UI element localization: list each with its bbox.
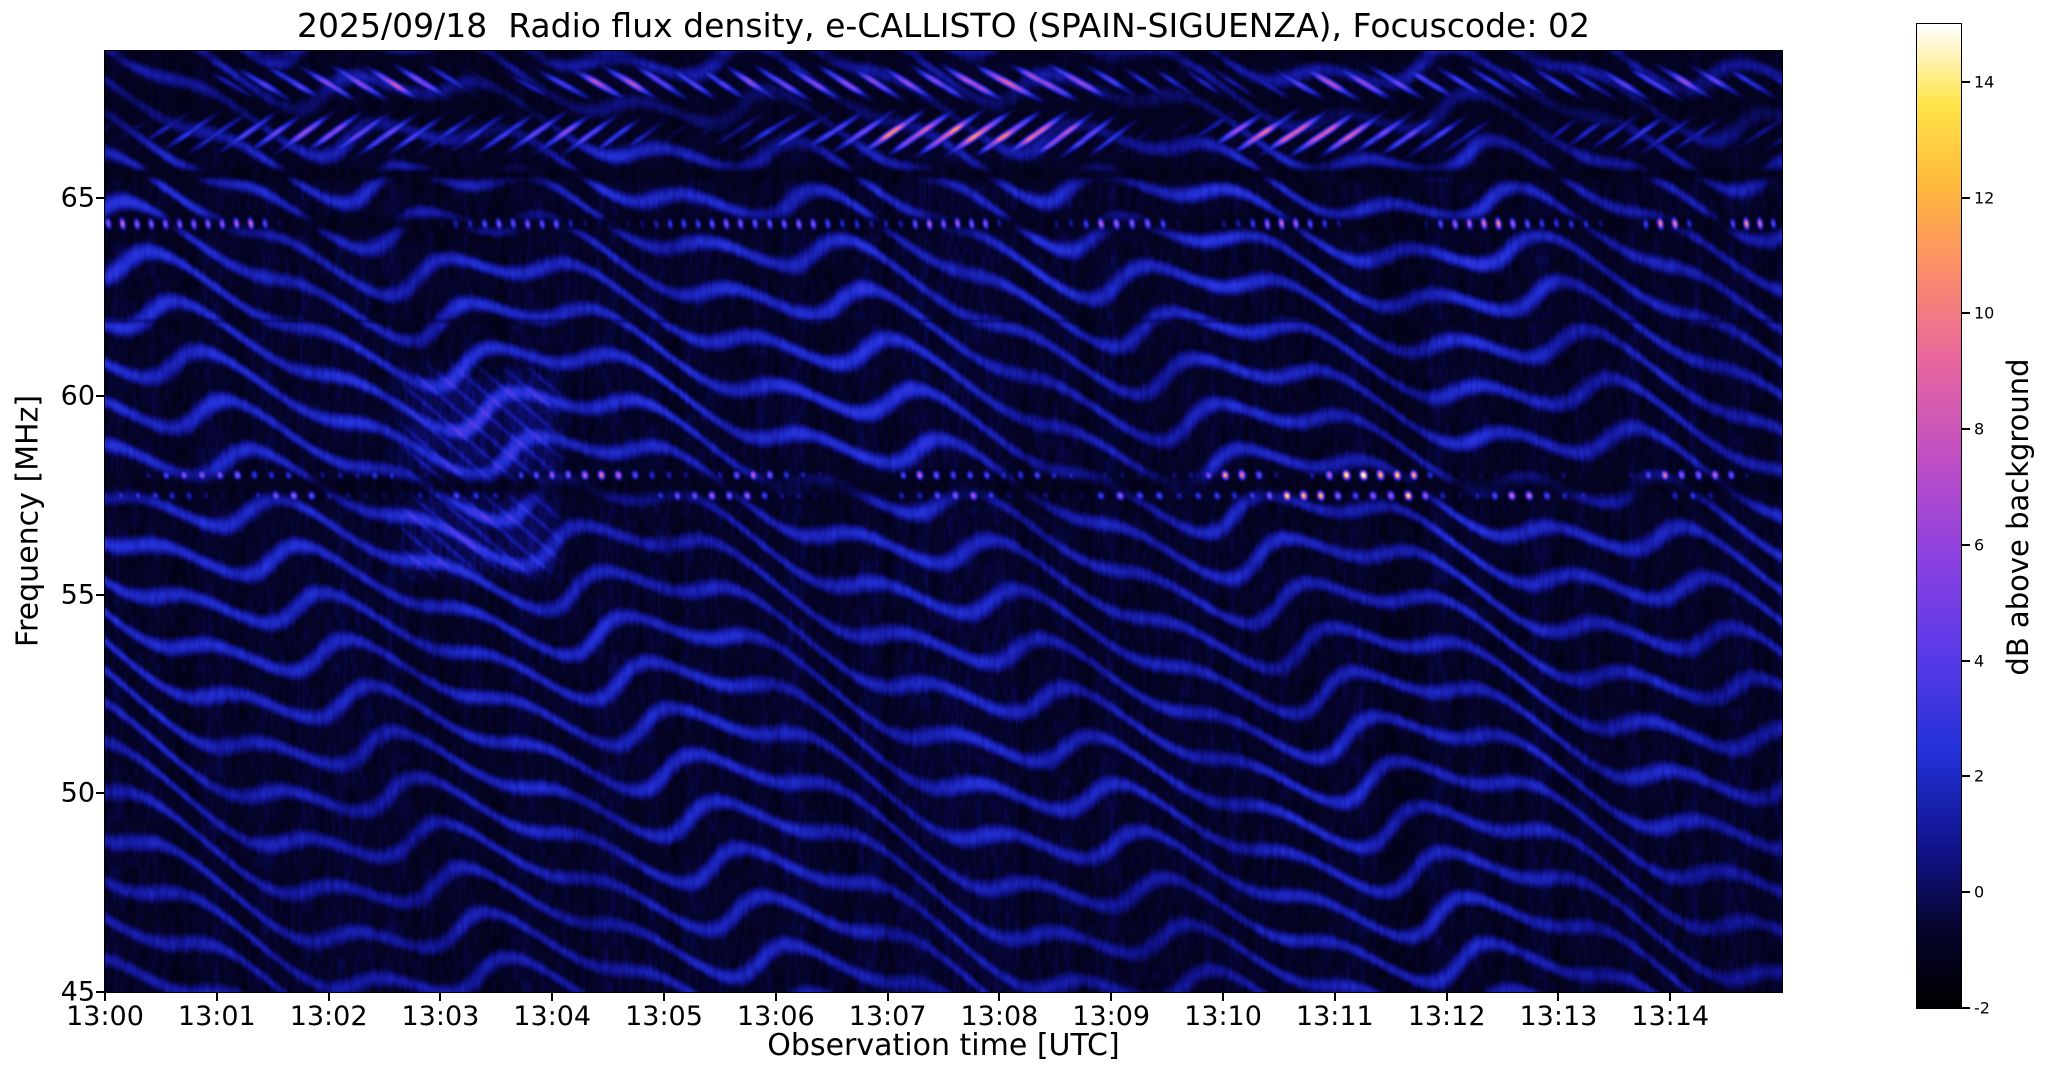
colorbar-tick-mark bbox=[1962, 891, 1970, 894]
x-tick-mark bbox=[439, 992, 442, 1001]
x-tick-label: 13:05 bbox=[625, 1001, 703, 1032]
y-tick-label: 55 bbox=[60, 579, 95, 611]
colorbar-tick-mark bbox=[1962, 80, 1970, 83]
x-tick-mark bbox=[104, 992, 106, 1001]
x-tick-mark bbox=[663, 992, 665, 1001]
x-tick-mark bbox=[327, 992, 330, 1001]
x-tick-mark bbox=[1557, 992, 1560, 1001]
colorbar-tick-mark bbox=[1962, 1007, 1970, 1009]
y-tick-mark bbox=[96, 196, 105, 199]
x-tick-mark bbox=[1669, 992, 1672, 1001]
colorbar-tick-label: -2 bbox=[1974, 998, 1990, 1018]
x-tick-label: 13:03 bbox=[401, 1001, 480, 1032]
x-tick-label: 13:02 bbox=[289, 1001, 368, 1032]
x-tick-label: 13:12 bbox=[1407, 1001, 1486, 1032]
colorbar-tick-label: 10 bbox=[1974, 303, 1995, 323]
y-tick-label: 45 bbox=[60, 976, 95, 1008]
colorbar-tick-mark bbox=[1962, 428, 1970, 431]
colorbar bbox=[1916, 23, 1962, 1009]
x-tick-label: 13:13 bbox=[1519, 1001, 1598, 1032]
colorbar-tick-label: 8 bbox=[1974, 419, 1985, 439]
x-tick-mark bbox=[1222, 992, 1224, 1001]
x-tick-mark bbox=[1333, 992, 1336, 1001]
x-tick-mark bbox=[1110, 992, 1113, 1001]
colorbar-tick-label: 2 bbox=[1974, 766, 1985, 786]
colorbar-gradient bbox=[1917, 24, 1961, 1008]
x-tick-label: 13:04 bbox=[513, 1001, 592, 1032]
x-tick-label: 13:00 bbox=[66, 1001, 144, 1032]
colorbar-tick-mark bbox=[1962, 196, 1970, 199]
chart-title: 2025/09/18 Radio flux density, e-CALLIST… bbox=[297, 6, 1590, 45]
x-tick-mark bbox=[1445, 992, 1448, 1001]
colorbar-tick-label: 0 bbox=[1974, 882, 1985, 902]
x-tick-mark bbox=[215, 992, 218, 1001]
x-tick-label: 13:11 bbox=[1295, 1001, 1374, 1032]
colorbar-tick-label: 4 bbox=[1974, 651, 1985, 671]
y-tick-label: 50 bbox=[60, 777, 95, 809]
x-tick-label: 13:14 bbox=[1631, 1001, 1710, 1032]
colorbar-tick-label: 6 bbox=[1974, 535, 1985, 555]
x-tick-mark bbox=[551, 992, 554, 1001]
y-tick-mark bbox=[96, 792, 105, 795]
x-tick-label: 13:07 bbox=[848, 1001, 927, 1032]
y-tick-label: 65 bbox=[60, 182, 95, 214]
x-tick-mark bbox=[886, 992, 889, 1001]
y-tick-mark bbox=[96, 593, 105, 596]
x-tick-mark bbox=[774, 992, 777, 1001]
x-tick-mark bbox=[998, 992, 1001, 1001]
x-tick-label: 13:06 bbox=[736, 1001, 815, 1032]
x-tick-label: 13:08 bbox=[960, 1001, 1039, 1032]
colorbar-tick-mark bbox=[1962, 312, 1970, 315]
colorbar-tick-mark bbox=[1962, 659, 1970, 662]
x-axis-label: Observation time [UTC] bbox=[767, 1028, 1120, 1063]
x-tick-label: 13:09 bbox=[1072, 1001, 1151, 1032]
colorbar-tick-mark bbox=[1962, 775, 1970, 778]
y-tick-mark bbox=[96, 395, 105, 398]
colorbar-tick-mark bbox=[1962, 543, 1970, 546]
colorbar-tick-label: 12 bbox=[1974, 188, 1995, 208]
colorbar-tick-label: 14 bbox=[1974, 72, 1995, 92]
y-tick-label: 60 bbox=[60, 380, 95, 412]
spectrogram-canvas bbox=[105, 51, 1782, 992]
x-tick-label: 13:01 bbox=[177, 1001, 256, 1032]
colorbar-label: dB above background bbox=[2001, 358, 2035, 676]
y-tick-mark bbox=[96, 991, 105, 993]
x-tick-label: 13:10 bbox=[1184, 1001, 1262, 1032]
